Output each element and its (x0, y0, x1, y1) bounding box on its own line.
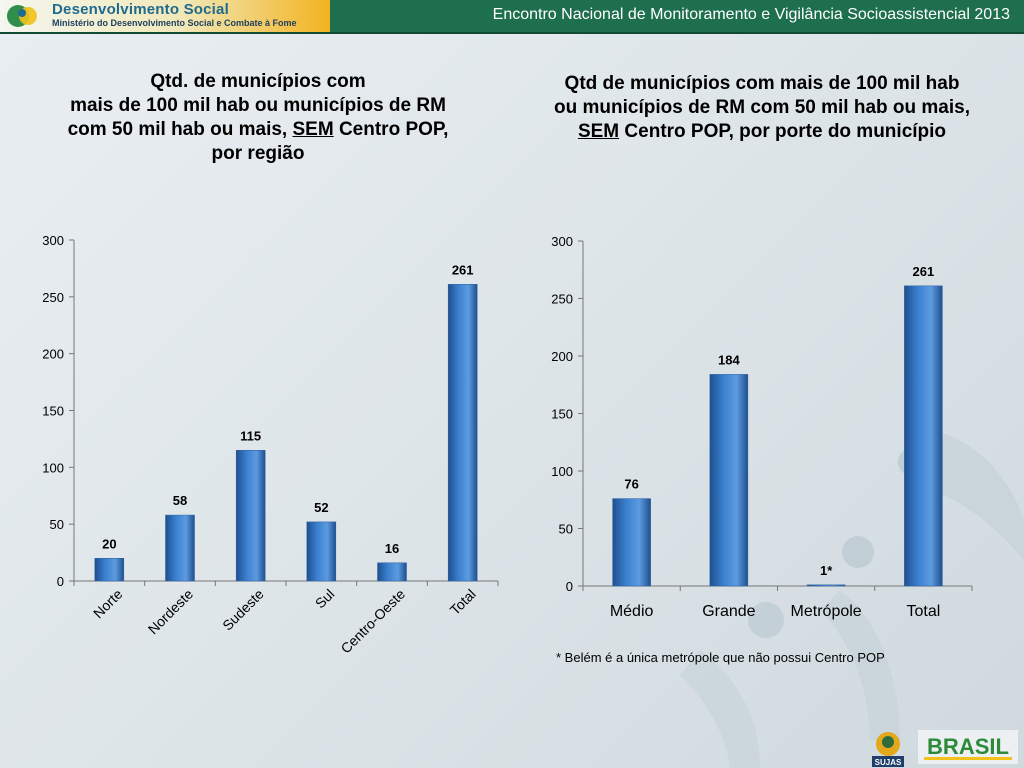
y-tick-label: 250 (42, 290, 64, 305)
data-label: 261 (913, 264, 935, 279)
y-tick-label: 50 (559, 522, 573, 537)
category-label: Metrópole (791, 603, 862, 620)
right-chart-title: Qtd de municípios com mais de 100 mil ha… (508, 72, 1016, 144)
left-title-line2: mais de 100 mil hab ou municípios de RM (70, 95, 446, 116)
y-tick-label: 50 (50, 517, 64, 532)
sujas-label: SUJAS (875, 758, 902, 767)
ministry-emblem-icon (7, 5, 37, 27)
bar-total (447, 284, 478, 582)
left-title-line4: por região (211, 143, 305, 164)
bar-sudeste (235, 450, 266, 582)
brasil-label: BRASIL (927, 734, 1009, 759)
event-title: Encontro Nacional de Monitoramento e Vig… (492, 6, 1010, 23)
category-label: Total (906, 603, 940, 620)
left-title-line3: com 50 mil hab ou mais, SEM Centro POP, (67, 119, 449, 140)
y-tick-label: 100 (42, 460, 64, 475)
bar-sul (306, 521, 337, 582)
data-label: 184 (718, 352, 740, 367)
footnote: * Belém é a única metrópole que não poss… (556, 650, 885, 665)
right-title-line2: ou municípios de RM com 50 mil hab ou ma… (554, 97, 970, 118)
y-tick-label: 300 (551, 234, 573, 249)
y-tick-label: 200 (551, 349, 573, 364)
header-bar: Desenvolvimento Social Ministério do Des… (0, 0, 1024, 34)
bar-m-dio (612, 498, 651, 587)
right-title-line1: Qtd de municípios com mais de 100 mil ha… (564, 73, 960, 94)
category-label: Grande (702, 603, 755, 620)
y-tick-label: 200 (42, 347, 64, 362)
bar-nordeste (165, 514, 195, 582)
data-label: 115 (240, 428, 261, 443)
data-label: 1* (820, 563, 833, 578)
bar-metr-pole (806, 584, 846, 587)
y-tick-label: 300 (42, 233, 64, 248)
left-title-line1: Qtd. de municípios com (150, 71, 366, 92)
y-tick-label: 150 (551, 407, 573, 422)
bar-norte (94, 558, 125, 582)
bar-centro-oeste (377, 562, 407, 582)
y-tick-label: 250 (551, 292, 573, 307)
data-label: 76 (624, 477, 638, 492)
y-tick-label: 0 (566, 579, 573, 594)
bar-total (904, 285, 943, 587)
data-label: 16 (385, 541, 399, 556)
sujas-logo: SUJAS (872, 732, 904, 767)
data-label: 52 (314, 500, 328, 515)
brasil-logo: BRASIL (918, 730, 1018, 764)
ministry-subtitle: Ministério do Desenvolvimento Social e C… (52, 18, 297, 28)
left-chart-title: Qtd. de municípios com mais de 100 mil h… (20, 70, 496, 166)
data-label: 20 (102, 536, 116, 551)
ministry-title: Desenvolvimento Social (52, 1, 229, 18)
data-label: 58 (173, 493, 187, 508)
data-label: 261 (452, 262, 474, 277)
y-tick-label: 0 (57, 574, 64, 589)
bar-grande (709, 374, 749, 587)
category-label: Médio (610, 603, 654, 620)
right-title-line3: SEM Centro POP, por porte do município (577, 121, 947, 142)
ministry-logo: Desenvolvimento Social Ministério do Des… (0, 0, 330, 32)
y-tick-label: 150 (42, 404, 64, 419)
y-tick-label: 100 (551, 464, 573, 479)
